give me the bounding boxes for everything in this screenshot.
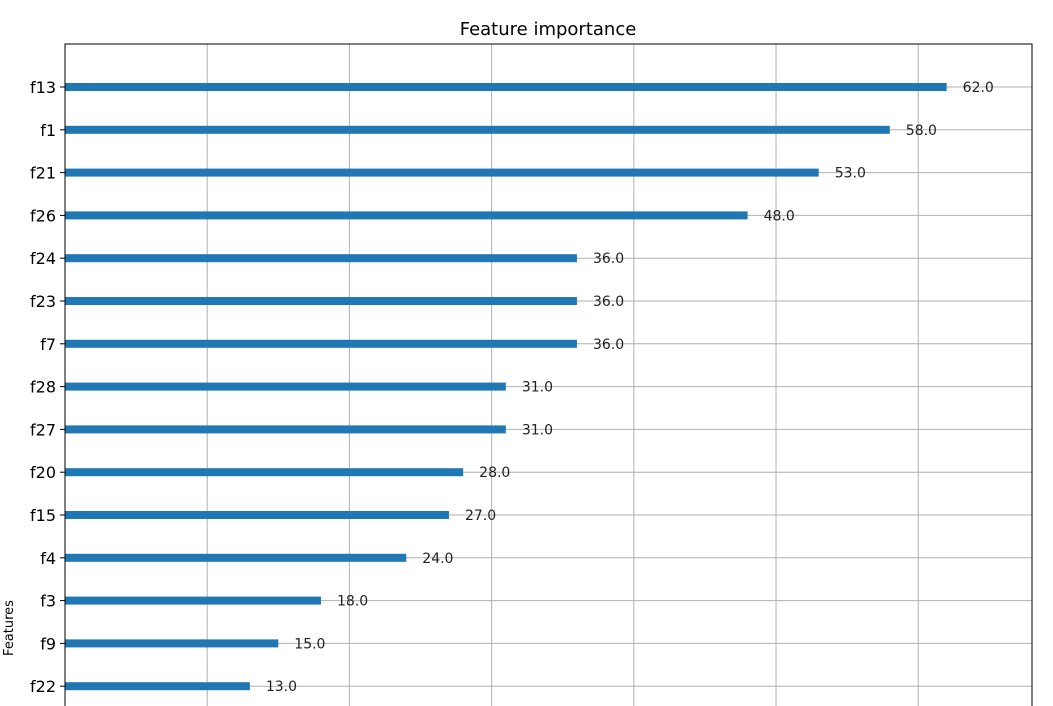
data-label: 62.0 [963,80,994,96]
y-tick-label: f28 [30,378,56,397]
y-tick-label: f26 [30,206,56,225]
bar-f4 [65,553,407,562]
y-tick-label: f1 [40,121,56,140]
y-tick-label: f27 [30,420,56,439]
data-label: 28.0 [479,465,510,481]
data-label: 36.0 [593,294,624,310]
grid-lines [64,44,1032,706]
data-label: 24.0 [422,551,453,567]
data-label: 13.0 [266,679,297,695]
data-label: 31.0 [522,422,553,438]
data-label: 58.0 [906,123,937,139]
bar-f26 [65,211,748,220]
y-tick-label: f23 [30,292,56,311]
bar-f3 [65,596,321,605]
y-tick-label: f4 [40,549,56,568]
y-tick-label: f24 [30,249,56,268]
bar-f20 [65,468,464,477]
data-label: 31.0 [522,380,553,396]
data-labels: 62.0 58.0 53.0 48.0 36.0 36.0 36.0 31.0 31.0 28.0… [266,80,994,695]
plot-frame [64,43,1033,706]
bar-f27 [65,425,506,434]
data-label: 15.0 [294,636,325,652]
y-tick-label: f20 [30,463,56,482]
y-tick-label: f15 [30,506,56,525]
data-label: 27.0 [465,508,496,524]
bar-f15 [65,511,449,519]
bars [65,83,947,691]
data-label: 48.0 [764,208,795,224]
y-tick-labels: f13 f1 f21 f26 f24 f23 f7 f28 f27 f20 f15 f4 f3 f9 f22 [30,78,65,696]
data-label: 36.0 [593,251,624,267]
y-tick-label: f3 [40,592,56,611]
y-tick-label: f13 [30,78,56,97]
y-axis-label: Features [2,600,17,656]
data-label: 36.0 [593,337,624,353]
data-label: 18.0 [337,594,368,610]
bar-f23 [65,297,577,305]
y-tick-label: f7 [40,335,56,354]
y-tick-label: f21 [30,164,56,183]
bar-f7 [65,339,577,348]
bar-f28 [65,382,506,391]
bar-f13 [65,83,947,91]
y-tick-label: f9 [40,634,56,653]
data-label: 53.0 [835,166,866,182]
bar-f22 [65,682,250,691]
y-tick-label: f22 [30,677,56,696]
bar-f1 [65,125,890,134]
chart-title: Feature importance [460,19,637,40]
bar-f9 [65,639,279,648]
bar-f21 [65,168,819,177]
bar-f24 [65,254,577,263]
